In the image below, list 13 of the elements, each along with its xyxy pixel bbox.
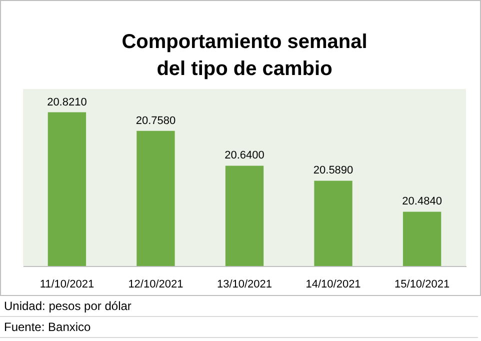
data-label: 20.4840: [402, 196, 442, 208]
text: Unidad: pesos por dólar: [0, 296, 478, 317]
chart-title: Comportamiento semanal del tipo de cambio: [122, 31, 368, 80]
data-label: 20.6400: [224, 150, 264, 162]
x-tick-label: 15/10/2021: [394, 278, 450, 290]
x-tick-label: 12/10/2021: [128, 278, 184, 290]
data-label: 20.7580: [136, 114, 176, 127]
data-label: 20.8210: [47, 96, 87, 108]
x-tick-label: 13/10/2021: [216, 278, 272, 290]
source-note: Fuente: Banxico: [0, 317, 478, 338]
data-label: 20.5890: [313, 164, 354, 177]
x-tick-label: 11/10/2021: [40, 278, 94, 290]
x-tick-label: 14/10/2021: [306, 278, 361, 290]
